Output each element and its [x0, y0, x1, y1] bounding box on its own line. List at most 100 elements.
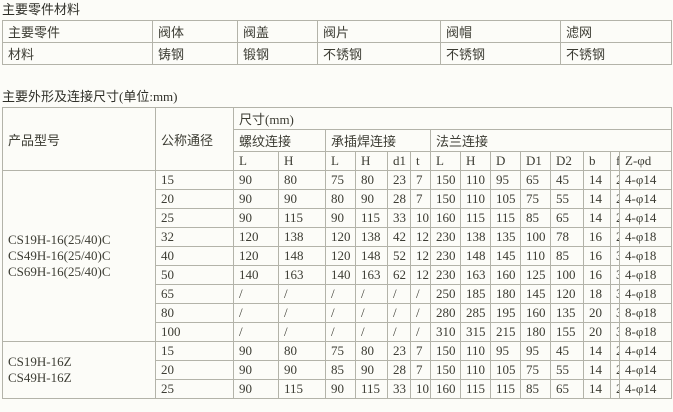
dimension-value-cell: 65	[550, 208, 584, 228]
dimension-column-header: L	[233, 151, 279, 171]
dimension-value-cell: 230	[430, 246, 461, 266]
materials-cell: 阀片	[317, 20, 441, 43]
dimension-value-cell: 4-φ18	[618, 227, 673, 247]
dimension-value-cell: 115	[460, 208, 491, 228]
dimension-value-cell: 163	[278, 265, 326, 285]
dimension-value-cell: 10	[410, 208, 431, 228]
nominal-diameter-cell: 100	[155, 322, 234, 342]
dimension-value-cell: 230	[430, 265, 461, 285]
dimension-value-cell: 7	[410, 341, 431, 361]
product-model-text: CS19H-16Z	[8, 354, 72, 369]
dimension-value-cell: 135	[490, 227, 521, 247]
dimension-value-cell: 4-φ14	[618, 170, 673, 190]
dimension-value-cell: 115	[278, 379, 326, 399]
dimension-value-cell: /	[233, 303, 279, 323]
dimension-value-cell: 90	[278, 189, 326, 209]
dimension-value-cell: 8-φ18	[618, 322, 673, 342]
dimension-value-cell: 90	[355, 360, 388, 380]
nominal-diameter-cell: 15	[155, 341, 234, 361]
dimension-value-cell: 75	[325, 341, 356, 361]
dimension-value-cell: 52	[387, 246, 411, 266]
product-model-text: CS19H-16(25/40)C	[8, 232, 111, 247]
dimension-value-cell: 120	[325, 246, 356, 266]
dimension-value-cell: 115	[355, 379, 388, 399]
dimension-value-cell: 55	[550, 360, 584, 380]
dimension-value-cell: 280	[430, 303, 461, 323]
dimension-value-cell: /	[233, 322, 279, 342]
dimension-value-cell: 4-φ14	[618, 208, 673, 228]
nominal-diameter-cell: 20	[155, 189, 234, 209]
dimensions-data-row: 65//////2501851801451201834-φ18	[3, 284, 673, 304]
dimension-value-cell: 7	[410, 170, 431, 190]
dimension-value-cell: 310	[430, 322, 461, 342]
dimension-value-cell: 85	[325, 360, 356, 380]
materials-cell: 不锈钢	[317, 42, 441, 65]
dimension-value-cell: 28	[387, 360, 411, 380]
dimension-value-cell: 20	[583, 303, 611, 323]
dimension-value-cell: 315	[460, 322, 491, 342]
dimension-value-cell: 148	[460, 246, 491, 266]
materials-cell: 锻钢	[237, 42, 318, 65]
nominal-diameter-cell: 20	[155, 360, 234, 380]
dimensions-data-row: 100//////3103152151801552038-φ18	[3, 322, 673, 342]
dimension-value-cell: 3	[610, 246, 620, 266]
dimension-value-cell: 90	[233, 379, 279, 399]
materials-cell: 阀帽	[440, 20, 561, 43]
dimension-value-cell: 110	[520, 246, 551, 266]
dimension-value-cell: 160	[490, 265, 521, 285]
dimension-value-cell: 163	[355, 265, 388, 285]
nominal-diameter-header: 公称通径	[155, 107, 234, 171]
dimension-value-cell: 10	[410, 379, 431, 399]
dimension-value-cell: /	[325, 284, 356, 304]
dimension-value-cell: 80	[278, 170, 326, 190]
dimension-value-cell: 110	[460, 360, 491, 380]
dimension-value-cell: 110	[460, 170, 491, 190]
dimension-value-cell: 65	[550, 379, 584, 399]
dimension-value-cell: 100	[550, 265, 584, 285]
product-model-cell: CS19H-16Z CS49H-16Z	[2, 341, 156, 399]
dimensions-header-row-1: 产品型号 公称通径 尺寸(mm)	[2, 107, 673, 171]
dimension-value-cell: 100	[520, 227, 551, 247]
dimension-value-cell: 42	[387, 227, 411, 247]
dimension-value-cell: 150	[430, 170, 461, 190]
dimension-value-cell: 2	[610, 227, 620, 247]
dimension-column-header: H	[355, 151, 388, 171]
dimension-value-cell: 7	[410, 189, 431, 209]
dimensions-data-row: 209090809028715011010575551424-φ14	[3, 189, 673, 209]
product-model-header: 产品型号	[2, 107, 156, 171]
dimension-value-cell: 230	[430, 227, 461, 247]
dimension-value-cell: /	[387, 322, 411, 342]
dimension-value-cell: 135	[550, 303, 584, 323]
materials-row-label: 主要零件	[2, 20, 153, 43]
dimension-value-cell: 138	[278, 227, 326, 247]
dimension-value-cell: /	[278, 303, 326, 323]
dimension-value-cell: 45	[550, 341, 584, 361]
dimension-value-cell: 2	[610, 170, 620, 190]
dimension-value-cell: 95	[490, 341, 521, 361]
dimension-value-cell: /	[325, 303, 356, 323]
dimension-value-cell: 115	[278, 208, 326, 228]
dimension-column-header: H	[278, 151, 326, 171]
dimension-value-cell: 140	[325, 265, 356, 285]
dimension-value-cell: 14	[583, 170, 611, 190]
nominal-diameter-cell: 40	[155, 246, 234, 266]
dimension-value-cell: 80	[355, 341, 388, 361]
dimension-value-cell: 95	[520, 341, 551, 361]
materials-cell: 不锈钢	[560, 42, 672, 65]
dimension-value-cell: 4-φ14	[618, 379, 673, 399]
dimensions-section-title: 主要外形及连接尺寸(单位:mm)	[2, 89, 178, 104]
dimension-value-cell: 4-φ14	[618, 341, 673, 361]
dimension-value-cell: 16	[583, 265, 611, 285]
dimension-column-header: Z-φd	[618, 151, 673, 171]
dimension-value-cell: 285	[460, 303, 491, 323]
dimension-column-header: L	[325, 151, 356, 171]
dimension-value-cell: 140	[233, 265, 279, 285]
dimension-value-cell: 138	[460, 227, 491, 247]
size-mm-header: 尺寸(mm)	[232, 107, 673, 130]
dimension-value-cell: 18	[583, 284, 611, 304]
dimension-value-cell: 90	[233, 208, 279, 228]
dimension-value-cell: 4-φ18	[618, 246, 673, 266]
dimension-value-cell: 85	[520, 208, 551, 228]
dimension-value-cell: 215	[490, 322, 521, 342]
